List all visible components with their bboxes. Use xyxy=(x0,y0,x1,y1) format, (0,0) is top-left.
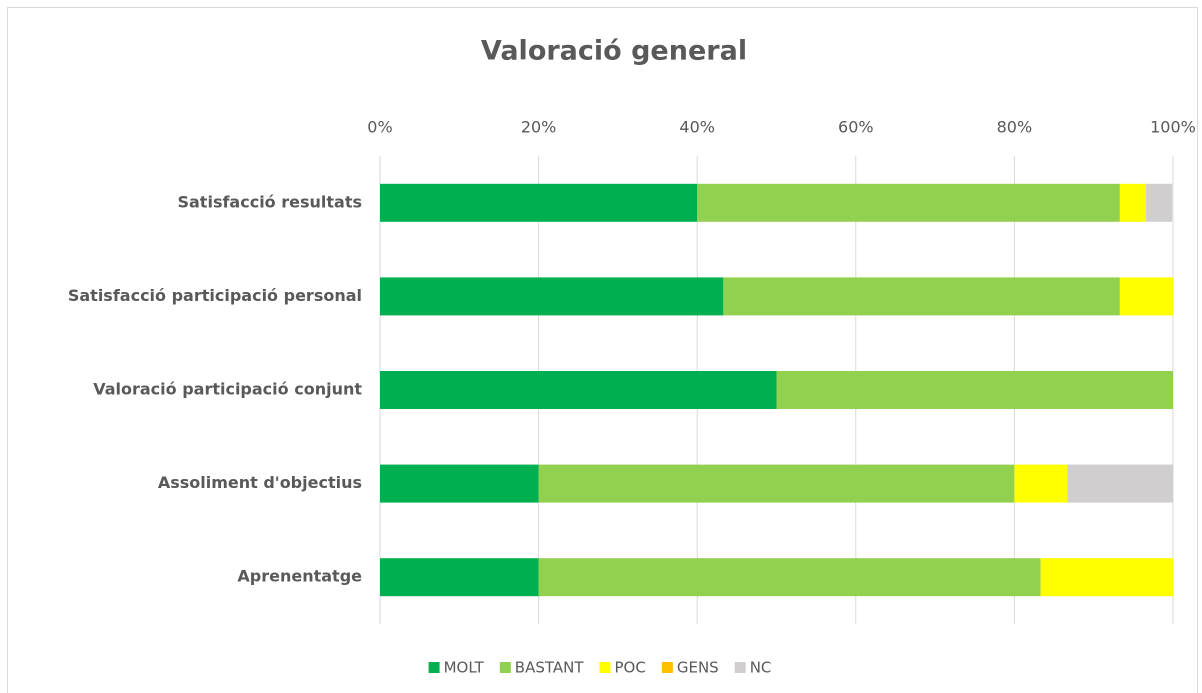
x-tick-label: 20% xyxy=(521,118,557,137)
legend-swatch xyxy=(661,662,673,673)
bar-segment xyxy=(380,183,698,222)
legend-swatch xyxy=(428,662,440,673)
bar-segment xyxy=(1119,183,1147,222)
legend-label: GENS xyxy=(677,659,719,677)
bar-segment xyxy=(697,183,1120,222)
y-tick-label: Valoració participació conjunt xyxy=(93,380,362,399)
legend-label: BASTANT xyxy=(515,659,585,677)
bar-segment xyxy=(538,558,1041,597)
bar-segment xyxy=(380,464,539,503)
bar-segment xyxy=(776,371,1173,409)
legend-label: POC xyxy=(615,659,646,677)
bar-segment xyxy=(1146,183,1173,222)
bar-segment xyxy=(380,371,777,409)
chart-title: Valoració general xyxy=(481,36,747,67)
x-tick-label: 60% xyxy=(838,118,874,137)
bar-segment xyxy=(1119,277,1173,316)
y-tick-label: Assoliment d'objectius xyxy=(158,473,362,492)
legend-swatch xyxy=(734,662,746,673)
x-tick-label: 40% xyxy=(679,118,715,137)
bar-segment xyxy=(1040,558,1173,597)
x-tick-label: 80% xyxy=(997,118,1033,137)
legend-label: NC xyxy=(750,659,772,677)
x-tick-label: 0% xyxy=(367,118,392,137)
y-tick-label: Satisfacció participació personal xyxy=(68,286,362,305)
x-tick-label: 100% xyxy=(1150,118,1196,137)
bar-segment xyxy=(538,464,1015,503)
y-tick-label: Aprenentatge xyxy=(237,567,362,586)
bar-segment xyxy=(380,277,724,316)
legend-label: MOLT xyxy=(444,659,485,677)
y-tick-label: Satisfacció resultats xyxy=(177,192,362,211)
bar-segment xyxy=(1067,464,1173,503)
legend-swatch xyxy=(499,662,511,673)
bar-segment xyxy=(723,277,1120,316)
legend-swatch xyxy=(599,662,611,673)
bar-segment xyxy=(1014,464,1068,503)
bar-segment xyxy=(380,558,539,597)
